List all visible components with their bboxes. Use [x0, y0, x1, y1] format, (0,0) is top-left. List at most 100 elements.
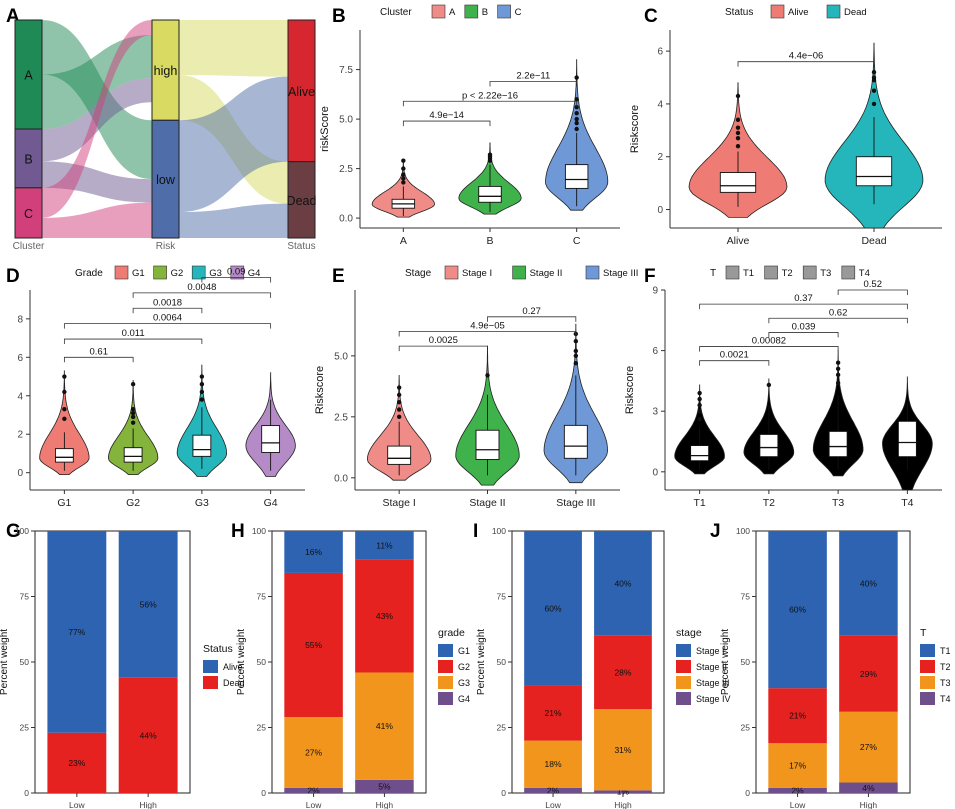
x-tick-label: G4: [264, 497, 278, 509]
bar-panel-H: 0 25 50 75 100 Percent weight Low 2% 27% 55% 16% Hi…: [236, 526, 470, 809]
y-tick-label: 75: [741, 592, 751, 602]
x-tick-label: Alive: [727, 235, 750, 247]
comparison-bracket: [132, 292, 272, 298]
bar-segment: [47, 732, 107, 793]
bar-value-label: 27%: [305, 747, 322, 757]
panel-letter-H: H: [231, 521, 245, 542]
outlier-point: [871, 101, 877, 107]
p-value-label: 0.61: [90, 346, 109, 357]
box-iqr: [261, 425, 281, 453]
legend-title: Status: [203, 643, 233, 655]
legend-label: G2: [171, 268, 184, 279]
outlier-point: [574, 110, 579, 116]
legend-label: C: [515, 7, 522, 18]
bar-segment: [839, 635, 898, 712]
bar-segment: [768, 531, 827, 689]
legend-title: T: [710, 268, 716, 279]
y-tick-label: 5.0: [334, 351, 348, 362]
x-tick-label: T3: [832, 497, 844, 509]
y-tick-label: 0.0: [334, 473, 348, 484]
p-value-label: 0.011: [122, 328, 145, 339]
violin-body: [107, 380, 159, 475]
y-axis-label: Percent weight: [0, 629, 10, 695]
outlier-point: [574, 116, 579, 122]
sankey-node-label: low: [156, 173, 176, 187]
legend-label: A: [449, 7, 456, 18]
x-tick-label: G1: [57, 497, 71, 509]
sankey-panel-A: A B C Cluster high low Risk Alive Dead Status: [13, 19, 316, 252]
y-axis-label: Percent weight: [720, 629, 731, 695]
y-tick-label: 0: [652, 467, 658, 478]
x-tick-label: Low: [69, 800, 85, 809]
outlier-point: [130, 382, 136, 387]
bar-value-label: 17%: [789, 760, 806, 770]
p-value-label: 0.0021: [720, 350, 749, 361]
legend-swatch: [444, 265, 459, 280]
x-tick-label: A: [400, 235, 407, 247]
outlier-point: [735, 93, 741, 99]
panel-letter-I: I: [473, 521, 478, 542]
bar-value-label: 77%: [68, 627, 85, 637]
bar-segment: [284, 717, 343, 788]
outlier-point: [697, 409, 702, 414]
bar-value-label: 2%: [791, 785, 804, 795]
legend-swatch: [725, 265, 740, 280]
outlier-point: [766, 382, 772, 388]
comparison-bracket: [699, 360, 770, 366]
outlier-point: [574, 75, 579, 80]
y-tick-label: 8: [17, 314, 23, 325]
y-tick-label: 25: [257, 723, 267, 733]
outlier-point: [735, 136, 741, 141]
x-tick-label: High: [376, 800, 394, 809]
outlier-point: [697, 402, 702, 408]
outlier-point: [396, 407, 402, 412]
outlier-point: [697, 390, 702, 396]
box-iqr: [759, 433, 779, 458]
legend-label: Stage IV: [696, 694, 731, 704]
outlier-point: [62, 407, 67, 412]
bar-value-label: 4%: [862, 783, 875, 793]
p-value-label: 0.0018: [153, 297, 182, 308]
legend-label: G2: [458, 662, 470, 672]
y-axis-label: Riskscore: [314, 366, 326, 414]
sankey-flow-cluster-risk: [42, 35, 152, 129]
bar-value-label: 1%: [617, 787, 630, 797]
outlier-point: [401, 176, 406, 181]
x-tick-label: Low: [790, 800, 806, 809]
comparison-bracket: [402, 120, 491, 127]
bar-segment: [524, 685, 582, 741]
legend-swatch: [438, 676, 453, 689]
outlier-point: [835, 360, 841, 365]
y-tick-label: 2.5: [339, 164, 353, 175]
y-tick-label: 25: [20, 723, 30, 733]
outlier-point: [199, 374, 205, 379]
bar-segment: [284, 787, 343, 793]
outlier-point: [574, 97, 579, 102]
y-axis-label: Riskscore: [629, 105, 641, 153]
legend-swatch: [802, 265, 817, 280]
box-iqr: [387, 445, 412, 465]
bar-value-label: 21%: [789, 711, 806, 721]
y-tick-label: 25: [741, 723, 751, 733]
sankey-node-label: Alive: [288, 85, 315, 99]
panel-letter-J: J: [710, 521, 721, 542]
violin-panel-C: Status Alive Dead 0 2 4 6 Riskscore Alive Dead 4.4…: [629, 4, 942, 247]
legend-label: T4: [940, 694, 951, 704]
bar-value-label: 56%: [140, 599, 157, 609]
y-tick-label: 9: [652, 286, 658, 297]
legend-swatch: [464, 4, 479, 19]
y-tick-label: 100: [252, 526, 266, 536]
legend-swatch: [585, 265, 600, 280]
y-tick-label: 3: [652, 407, 658, 418]
comparison-bracket: [398, 345, 488, 352]
outlier-point: [62, 374, 67, 379]
comparison-bracket: [737, 61, 875, 67]
outlier-point: [396, 414, 402, 420]
y-tick-label: 50: [497, 657, 507, 667]
legend-title: T: [920, 627, 927, 639]
legend-title: stage: [676, 627, 702, 639]
box-iqr: [564, 164, 589, 189]
bar-value-label: 23%: [68, 758, 85, 768]
p-value-label: 0.09: [227, 267, 246, 278]
